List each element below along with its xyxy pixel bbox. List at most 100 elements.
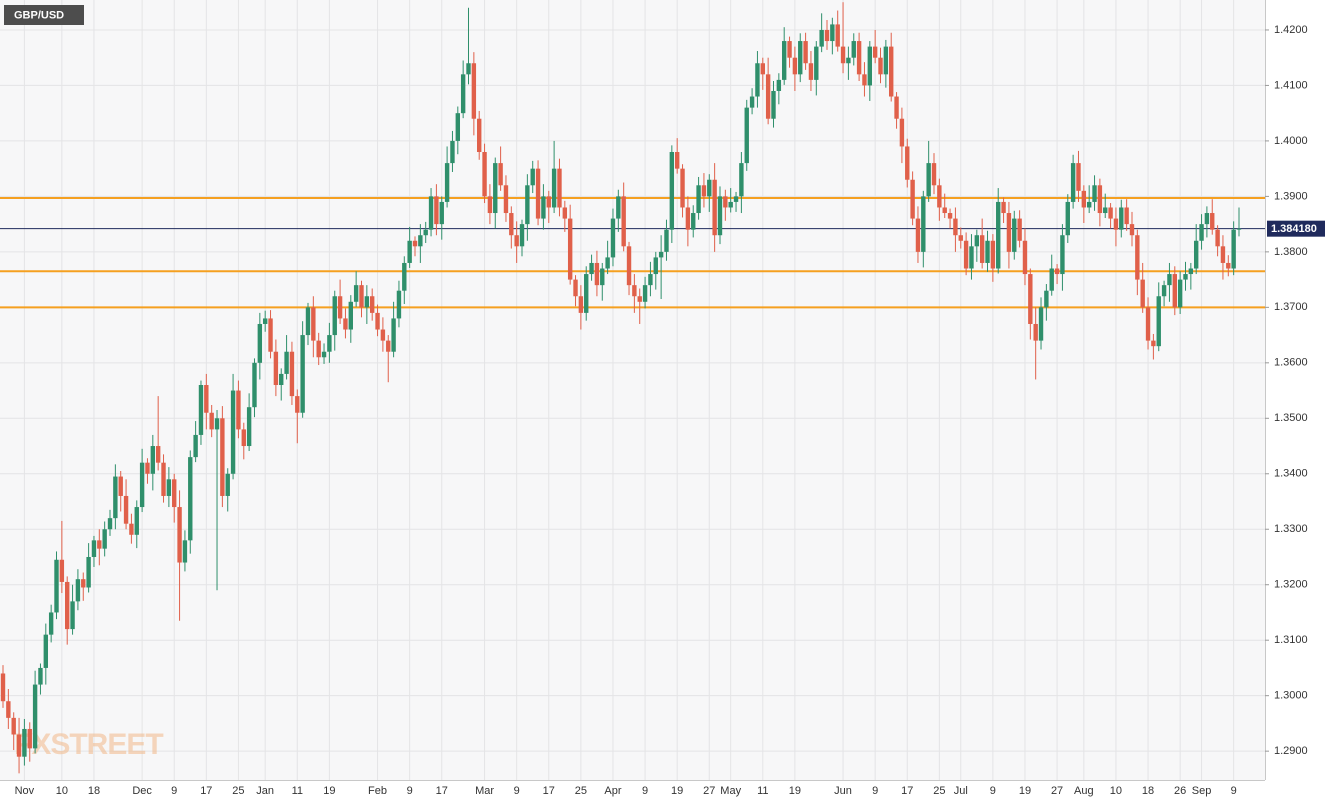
candle-body: [70, 601, 75, 630]
candle-body: [182, 540, 188, 563]
candle-body: [557, 168, 562, 208]
candle-body: [396, 290, 402, 319]
candle-body: [343, 318, 348, 330]
y-tick-label: 1.3700: [1274, 301, 1308, 313]
candle-body: [32, 684, 38, 749]
candle-body: [423, 229, 428, 236]
candle-body: [1065, 201, 1070, 236]
candle-body: [102, 529, 107, 549]
candle-body: [1204, 213, 1210, 225]
candle-body: [311, 307, 316, 341]
candle-body: [241, 429, 246, 447]
title-box: [4, 5, 84, 25]
candle-body: [246, 407, 252, 447]
candle-body: [493, 163, 498, 214]
candle-body: [674, 152, 680, 169]
candle-body: [851, 41, 856, 58]
x-tick-label: 25: [575, 785, 587, 797]
candle-body: [460, 74, 466, 114]
x-tick-label: 17: [436, 785, 448, 797]
candle-body: [626, 246, 632, 286]
candle-body: [11, 717, 16, 735]
x-tick-label: Jan: [256, 785, 274, 797]
candle-body: [1145, 307, 1151, 341]
candle-body: [616, 196, 621, 219]
chart-title: GBP/USD: [14, 9, 64, 21]
candle-body: [691, 213, 696, 230]
candle-body: [1022, 240, 1028, 275]
candle-body: [717, 196, 723, 236]
candle-body: [1060, 235, 1065, 275]
x-tick-label: 11: [292, 785, 303, 797]
x-tick-label: 19: [1019, 785, 1031, 797]
candle-body: [594, 262, 600, 286]
candle-body: [744, 107, 749, 164]
candle-body: [1092, 185, 1097, 202]
y-tick-label: 1.3800: [1274, 246, 1308, 258]
candle-body: [584, 274, 589, 313]
y-tick-label: 1.3300: [1274, 523, 1308, 535]
candle-body: [905, 146, 910, 180]
candle-body: [188, 457, 193, 541]
candle-body: [637, 296, 642, 302]
candle-body: [1135, 235, 1140, 280]
candle-body: [600, 268, 605, 286]
candle-body: [118, 476, 123, 496]
candle-body: [230, 390, 236, 474]
candle-body: [658, 251, 664, 258]
x-tick-label: 25: [232, 785, 244, 797]
candle-body: [985, 240, 990, 263]
candle-body: [862, 74, 867, 86]
candle-body: [781, 41, 787, 80]
candle-body: [412, 240, 418, 247]
candle-body: [910, 179, 915, 219]
candle-body: [48, 612, 54, 635]
candle-body: [712, 179, 717, 236]
candle-body: [1113, 218, 1119, 230]
candle-body: [348, 301, 353, 330]
candle-body: [1129, 224, 1135, 236]
candle-body: [27, 728, 32, 749]
y-tick-label: 1.4100: [1274, 79, 1308, 91]
candle-body: [653, 257, 658, 275]
x-tick-label: 19: [323, 785, 335, 797]
candle-body: [798, 41, 803, 75]
x-tick-label: 10: [1110, 785, 1122, 797]
candle-body: [894, 96, 899, 119]
candle-body: [134, 507, 139, 535]
candle-body: [300, 335, 305, 413]
candle-body: [477, 118, 482, 153]
candle-body: [107, 518, 113, 530]
candle-body: [1076, 163, 1081, 191]
candle-body: [257, 323, 263, 363]
candle-body: [926, 163, 931, 197]
candle-body: [369, 296, 375, 313]
candle-body: [1028, 274, 1033, 324]
candle-body: [765, 74, 771, 119]
candle-body: [305, 307, 311, 336]
candle-body: [525, 185, 530, 225]
candle-body: [22, 728, 27, 757]
candle-body: [771, 90, 776, 119]
candle-body: [1183, 274, 1188, 280]
candle-body: [386, 340, 391, 352]
candle-body: [755, 63, 760, 97]
candle-body: [1086, 201, 1092, 208]
candle-body: [204, 385, 209, 413]
candle-body: [1108, 207, 1113, 219]
y-tick-label: 1.3100: [1274, 634, 1308, 646]
candle-body: [150, 446, 156, 474]
candle-body: [1210, 213, 1215, 230]
x-tick-label: 27: [703, 785, 715, 797]
candle-body: [123, 495, 129, 524]
candle-body: [220, 418, 225, 496]
candle-body: [487, 196, 493, 214]
candle-body: [6, 701, 11, 718]
candle-body: [54, 559, 59, 613]
plot-background: [0, 0, 1265, 780]
candle-body: [530, 168, 535, 186]
candle-body: [856, 41, 862, 75]
x-tick-label: 27: [1051, 785, 1063, 797]
candle-body: [1081, 190, 1087, 208]
candle-body: [139, 462, 145, 508]
